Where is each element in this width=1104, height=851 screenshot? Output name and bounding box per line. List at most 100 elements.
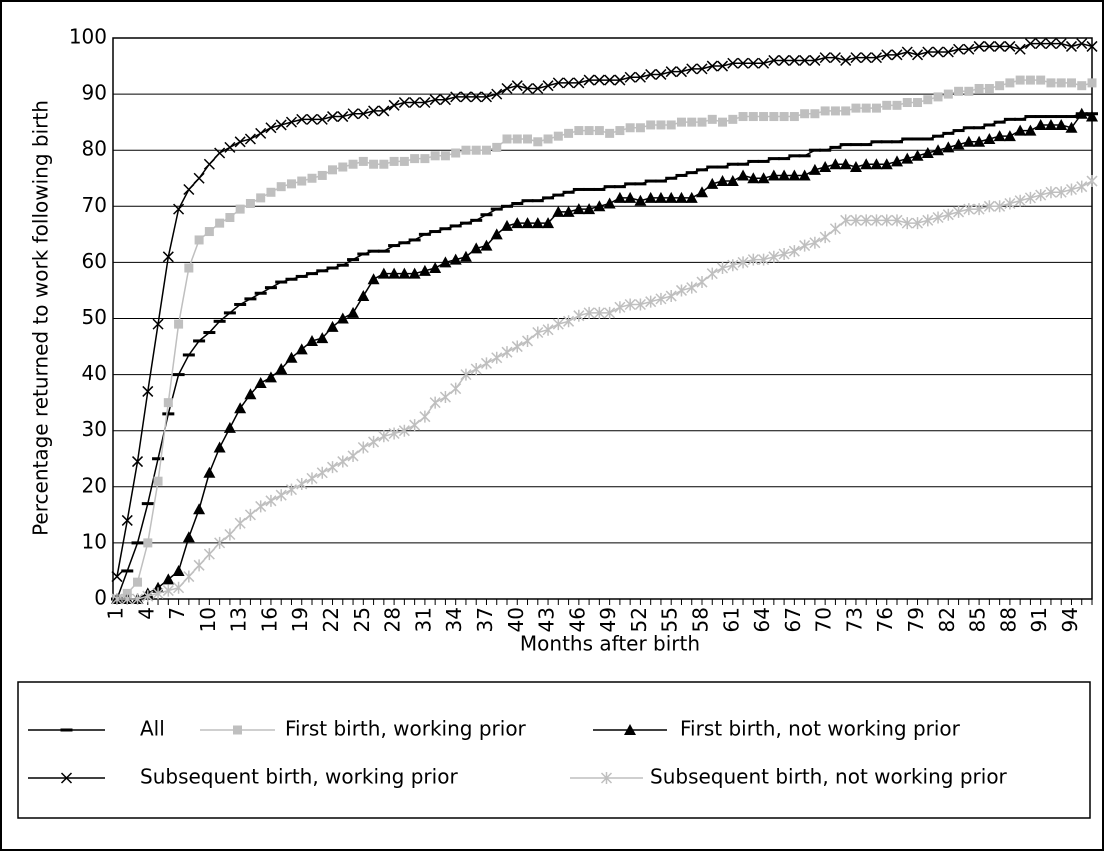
- point-marker: [307, 173, 317, 183]
- point-marker: [849, 161, 862, 173]
- point-marker: [533, 137, 543, 147]
- point-marker: [275, 362, 288, 374]
- point-marker: [111, 571, 123, 583]
- point-marker: [593, 200, 606, 212]
- point-marker: [624, 71, 636, 83]
- point-marker: [808, 163, 821, 175]
- point-marker: [388, 99, 400, 111]
- point-marker: [1024, 124, 1037, 136]
- point-marker: [860, 158, 873, 170]
- point-marker: [911, 217, 924, 230]
- point-marker: [480, 357, 493, 370]
- point-marker: [800, 109, 810, 119]
- point-marker: [757, 172, 770, 184]
- point-marker: [552, 77, 564, 89]
- point-marker: [850, 52, 862, 64]
- point-marker: [296, 113, 308, 125]
- point-marker: [379, 159, 389, 169]
- point-marker: [911, 49, 924, 61]
- point-marker: [644, 191, 657, 203]
- point-marker: [121, 593, 133, 605]
- point-marker: [367, 273, 380, 285]
- point-marker: [276, 182, 286, 192]
- point-marker: [326, 461, 339, 474]
- point-marker: [1044, 118, 1057, 130]
- point-marker: [368, 105, 380, 117]
- legend-marker: [60, 772, 73, 784]
- point-marker: [357, 108, 369, 120]
- x-tick-label: 25: [350, 607, 374, 632]
- x-tick-label: 76: [873, 607, 897, 632]
- point-marker: [306, 113, 318, 125]
- x-tick-label: 13: [227, 607, 251, 632]
- point-marker: [768, 250, 780, 263]
- point-marker: [1014, 124, 1027, 136]
- point-marker: [1036, 75, 1046, 85]
- point-marker: [398, 424, 410, 437]
- point-marker: [512, 134, 522, 144]
- point-marker: [634, 298, 646, 311]
- point-marker: [572, 203, 585, 215]
- x-tick-label: 67: [781, 607, 805, 632]
- point-marker: [398, 267, 411, 279]
- point-marker: [225, 213, 235, 223]
- point-marker: [727, 57, 739, 69]
- point-marker: [995, 81, 1005, 91]
- point-marker: [328, 165, 338, 175]
- y-tick-label: 0: [94, 586, 107, 610]
- point-marker: [203, 158, 215, 170]
- point-marker: [1015, 75, 1025, 85]
- point-marker: [686, 281, 698, 294]
- point-marker: [706, 60, 718, 72]
- point-marker: [573, 309, 585, 322]
- point-marker: [768, 54, 780, 66]
- point-marker: [459, 250, 472, 262]
- point-marker: [337, 111, 349, 123]
- point-marker: [942, 208, 954, 221]
- point-marker: [809, 54, 821, 66]
- point-marker: [1004, 197, 1016, 210]
- point-marker: [439, 94, 451, 106]
- point-marker: [696, 63, 708, 75]
- point-marker: [685, 191, 698, 203]
- point-marker: [1005, 78, 1015, 88]
- point-marker: [256, 193, 266, 203]
- point-marker: [675, 191, 688, 203]
- point-marker: [532, 82, 544, 95]
- point-marker: [532, 326, 544, 339]
- point-marker: [552, 318, 564, 331]
- point-marker: [265, 494, 277, 507]
- point-marker: [870, 214, 883, 227]
- point-marker: [810, 109, 820, 119]
- x-tick-label: 19: [288, 607, 312, 632]
- point-marker: [347, 449, 359, 462]
- point-marker: [285, 116, 298, 128]
- point-marker: [871, 103, 881, 113]
- point-marker: [316, 466, 328, 479]
- point-marker: [357, 290, 370, 302]
- point-marker: [297, 176, 307, 186]
- point-marker: [1076, 38, 1088, 50]
- point-marker: [501, 219, 513, 231]
- x-tick-label: 58: [689, 607, 713, 632]
- point-marker: [143, 538, 153, 548]
- x-tick-label: 4: [134, 607, 158, 620]
- point-marker: [737, 256, 749, 269]
- point-marker: [973, 203, 985, 216]
- point-marker: [552, 205, 565, 217]
- x-tick-label: 91: [1027, 607, 1051, 632]
- point-marker: [1035, 189, 1047, 202]
- point-marker: [769, 112, 779, 122]
- point-marker: [409, 96, 421, 109]
- point-marker: [758, 253, 770, 266]
- point-marker: [562, 205, 575, 217]
- point-marker: [696, 186, 708, 198]
- point-marker: [1055, 186, 1067, 199]
- point-marker: [131, 593, 144, 605]
- point-marker: [922, 46, 934, 58]
- point-marker: [203, 466, 216, 478]
- point-marker: [388, 267, 401, 279]
- point-marker: [840, 214, 852, 227]
- point-marker: [963, 203, 975, 216]
